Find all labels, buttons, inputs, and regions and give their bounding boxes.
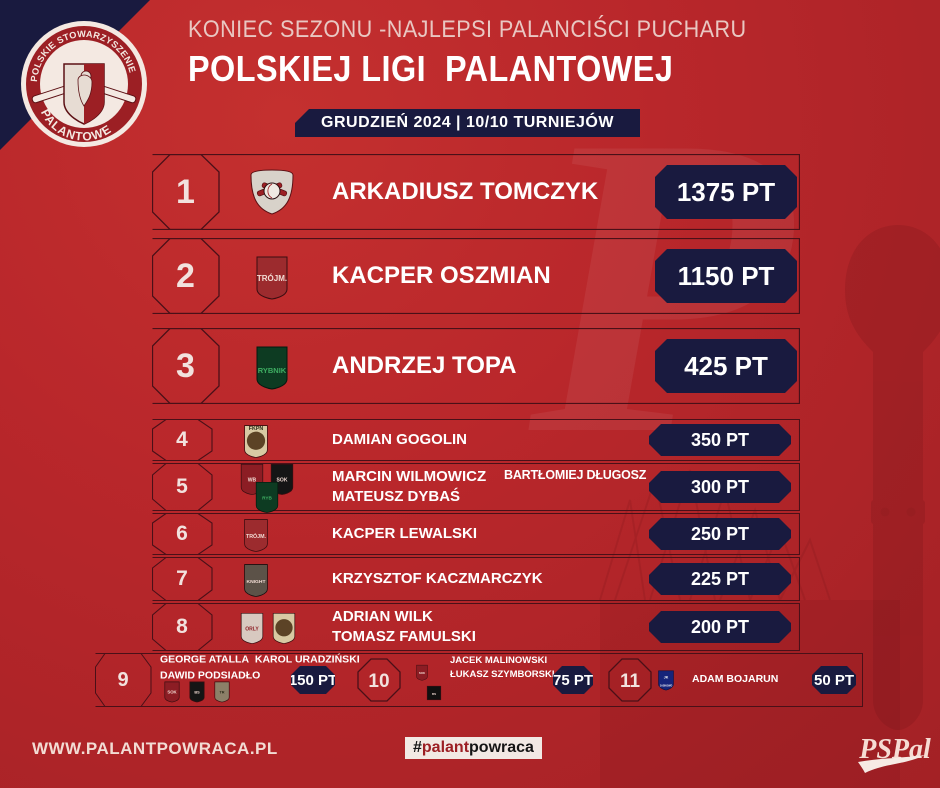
svg-text:11: 11 <box>620 671 641 692</box>
svg-text:KNIGHT: KNIGHT <box>247 579 266 585</box>
svg-text:BS: BS <box>194 690 200 694</box>
svg-text:FKPN: FKPN <box>249 426 264 432</box>
svg-text:SOK: SOK <box>167 689 177 694</box>
svg-text:SOK: SOK <box>419 671 426 675</box>
svg-text:ORLY: ORLY <box>245 627 259 633</box>
svg-text:TRÓJM.: TRÓJM. <box>257 274 287 283</box>
svg-text:RYB: RYB <box>262 495 272 500</box>
svg-text:10: 10 <box>368 671 389 692</box>
svg-text:JASKOWO: JASKOWO <box>660 685 673 688</box>
svg-text:RYBNIK: RYBNIK <box>258 366 287 375</box>
svg-text:TR: TR <box>219 690 224 694</box>
svg-text:JK: JK <box>664 676 669 680</box>
svg-text:BS: BS <box>432 692 436 696</box>
